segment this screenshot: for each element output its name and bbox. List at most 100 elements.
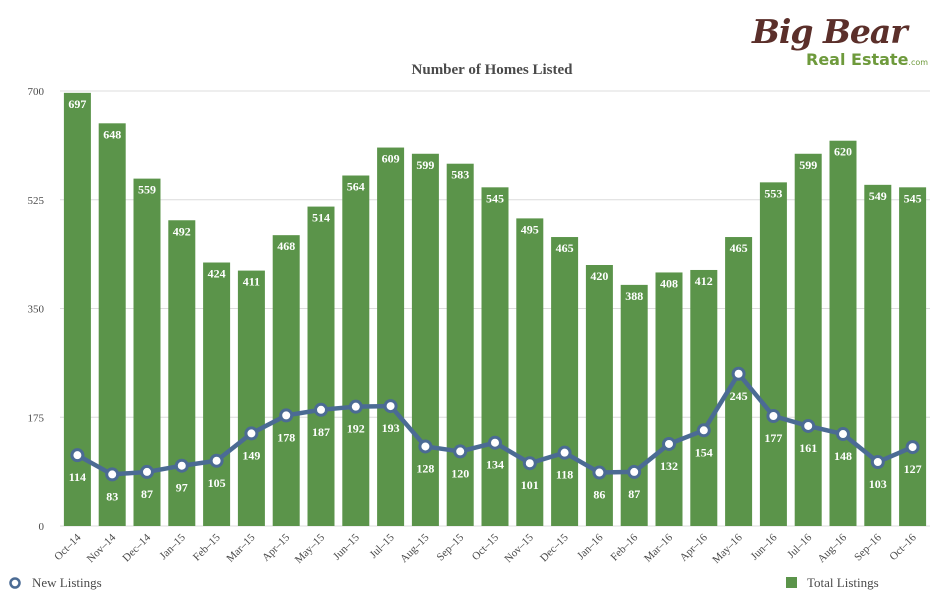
x-tick-label: Jan–16 [575, 531, 606, 562]
bar-value-label: 492 [173, 224, 191, 238]
brand-logo: Big Bear Real Estate.com [748, 12, 928, 74]
logo-com: .com [908, 58, 929, 67]
line-point [592, 465, 607, 480]
bar [411, 153, 439, 526]
bar-value-label: 468 [277, 239, 295, 253]
line-point [731, 366, 746, 381]
line-point [870, 454, 885, 469]
y-tick-label: 350 [28, 304, 45, 316]
line-value-label: 127 [904, 462, 922, 476]
line-value-label: 114 [69, 470, 86, 484]
line-point [557, 445, 572, 460]
bar-value-label: 465 [730, 241, 748, 255]
x-tick-label: Sep–15 [435, 531, 467, 563]
x-tick-label: Feb–15 [191, 531, 223, 563]
x-tick-label: Oct–16 [887, 531, 919, 563]
bar-value-label: 609 [382, 152, 400, 166]
x-tick-label: May–15 [293, 531, 328, 566]
bar [168, 220, 196, 526]
bar-value-label: 420 [590, 269, 608, 283]
bar-value-label: 545 [486, 191, 504, 205]
bar-value-label: 559 [138, 183, 156, 197]
bar [620, 284, 648, 526]
bar-value-label: 697 [68, 97, 86, 111]
bar [203, 262, 231, 526]
line-point [801, 418, 816, 433]
line-point [348, 399, 363, 414]
bar [585, 265, 613, 526]
line-value-label: 86 [593, 488, 605, 502]
logo-subtitle: Real Estate.com [806, 50, 928, 69]
line-value-label: 161 [799, 441, 817, 455]
line-point [105, 467, 120, 482]
line-point [522, 456, 537, 471]
bar [342, 175, 370, 526]
line-point [244, 426, 259, 441]
line-value-label: 134 [486, 458, 504, 472]
y-tick-label: 700 [28, 86, 45, 98]
line-point [209, 453, 224, 468]
bar [690, 269, 718, 526]
line-value-label: 105 [208, 476, 226, 490]
line-value-label: 149 [242, 448, 260, 462]
line-value-label: 97 [176, 481, 188, 495]
bar [794, 153, 822, 526]
line-value-label: 120 [451, 466, 469, 480]
bar [481, 187, 509, 527]
bar-value-label: 388 [625, 289, 643, 303]
line-value-label: 118 [556, 468, 573, 482]
line-value-label: 128 [416, 461, 434, 475]
line-point [279, 408, 294, 423]
bar-value-label: 564 [347, 180, 365, 194]
bar-value-label: 583 [451, 168, 469, 182]
x-tick-label: Aug–16 [816, 531, 850, 565]
x-tick-label: Jul–15 [367, 531, 397, 561]
y-tick-label: 175 [28, 412, 45, 424]
bar-value-label: 495 [521, 222, 539, 236]
bar [725, 237, 753, 527]
line-point [696, 423, 711, 438]
x-tick-label: Apr–15 [260, 531, 293, 564]
bar [237, 270, 265, 526]
line-point [70, 448, 85, 463]
legend-bar-marker [786, 577, 797, 588]
x-tick-label: Apr–16 [678, 531, 711, 564]
line-point [140, 464, 154, 479]
line-point [766, 409, 781, 424]
y-tick-label: 0 [39, 521, 45, 533]
bar-value-label: 514 [312, 211, 330, 225]
bar [446, 163, 474, 526]
x-tick-label: Dec–14 [120, 531, 153, 564]
line-point [627, 464, 642, 479]
bar [759, 182, 787, 526]
line-point [662, 436, 676, 451]
bar-value-label: 599 [799, 158, 817, 172]
bar [551, 237, 579, 527]
x-tick-label: Jun–16 [749, 531, 780, 562]
bar-value-label: 465 [556, 241, 574, 255]
x-tick-label: Aug–15 [398, 531, 432, 565]
bar-value-label: 599 [416, 158, 434, 172]
bar-value-label: 620 [834, 145, 852, 159]
line-point [836, 427, 850, 442]
line-value-label: 148 [834, 449, 852, 463]
legend-line-marker [9, 577, 21, 589]
line-value-label: 87 [628, 487, 640, 501]
line-value-label: 178 [277, 430, 295, 444]
line-value-label: 87 [141, 487, 153, 501]
bar-value-label: 648 [103, 127, 121, 141]
x-tick-label: May–16 [710, 531, 745, 566]
bar-value-label: 408 [660, 276, 678, 290]
line-value-label: 132 [660, 459, 678, 473]
bar-value-label: 549 [869, 189, 887, 203]
logo-brand: Big Bear [752, 12, 908, 51]
x-tick-label: Sep–16 [852, 531, 884, 563]
bar [829, 140, 857, 526]
bar [899, 187, 927, 527]
x-tick-label: Feb–16 [609, 531, 641, 563]
line-value-label: 187 [312, 425, 330, 439]
x-tick-label: Jun–15 [331, 531, 362, 562]
bar [272, 235, 300, 526]
line-value-label: 101 [521, 478, 539, 492]
